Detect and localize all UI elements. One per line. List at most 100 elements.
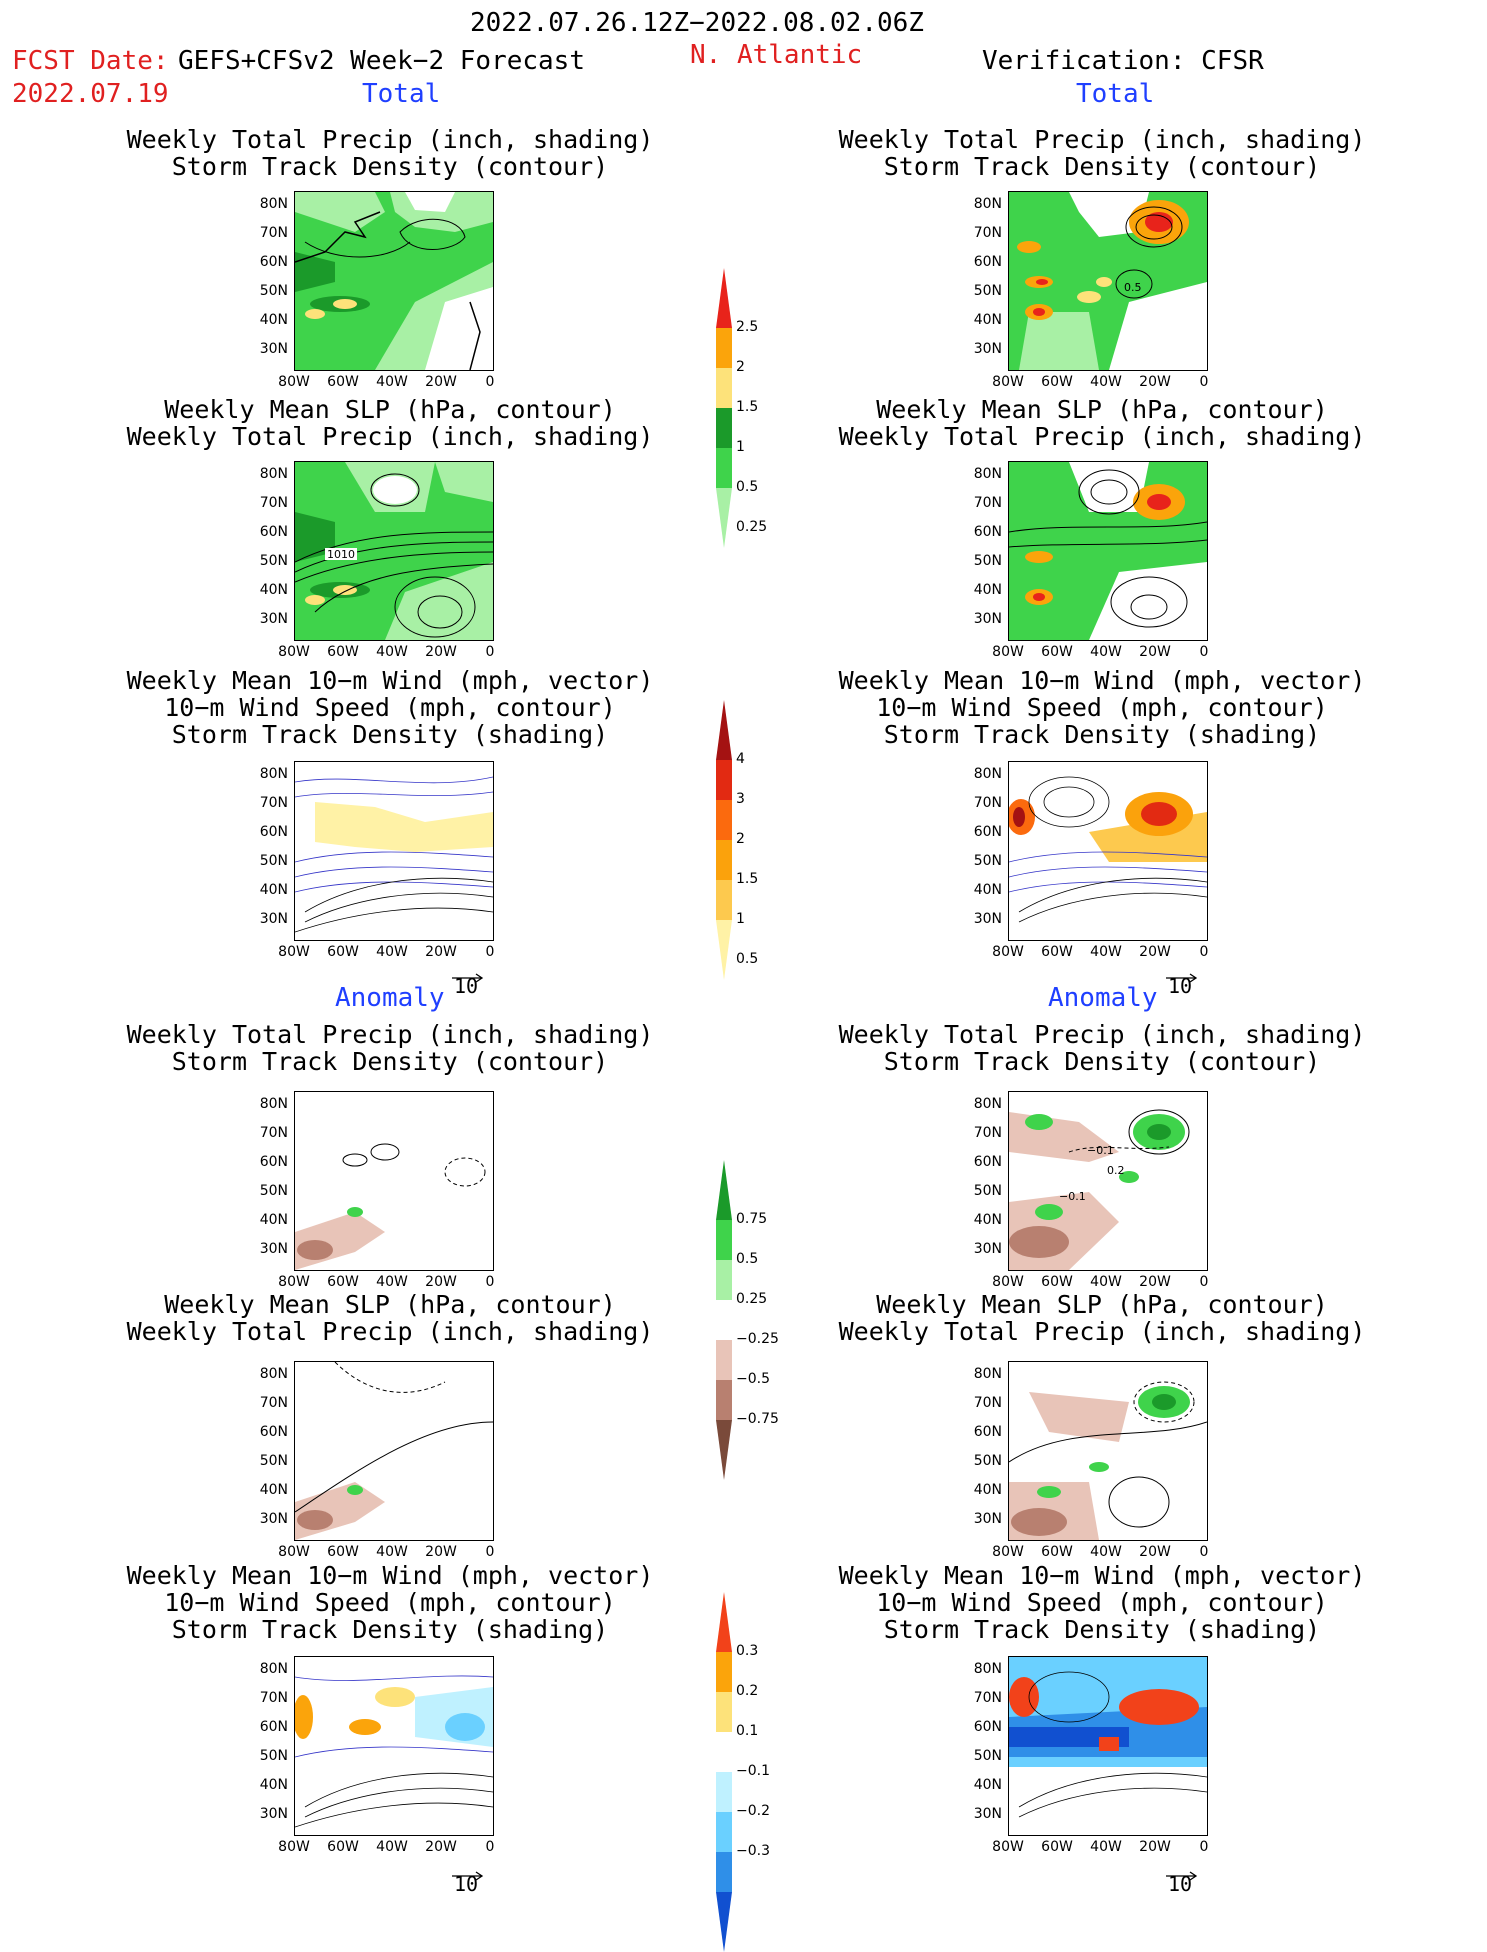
colorbar-label: 2.5 bbox=[736, 319, 759, 335]
x-tick-label: 0 bbox=[485, 644, 495, 660]
x-tick-label: 60W bbox=[1041, 1839, 1073, 1855]
colorbar-label: 1.5 bbox=[736, 871, 759, 887]
colorbar-label: −0.1 bbox=[736, 1763, 770, 1779]
x-tick-label: 80W bbox=[992, 944, 1024, 960]
map-verif-wind-track bbox=[1008, 761, 1208, 941]
colorbar-label: −0.75 bbox=[736, 1411, 779, 1427]
contour-label: 1010 bbox=[327, 548, 355, 561]
x-tick-label: 40W bbox=[1090, 374, 1122, 390]
colorbar-graphic bbox=[716, 1592, 732, 1952]
x-tick-label: 60W bbox=[1041, 374, 1073, 390]
x-tick-label: 20W bbox=[425, 374, 457, 390]
y-tick-label: 70N bbox=[259, 225, 288, 241]
x-tick-label: 80W bbox=[278, 1839, 310, 1855]
x-tick-label: 0 bbox=[485, 374, 495, 390]
colorbar-label: 1 bbox=[736, 439, 745, 455]
y-tick-label: 70N bbox=[973, 495, 1002, 511]
colorbar-swatch bbox=[716, 1772, 732, 1812]
x-tick-label: 60W bbox=[327, 374, 359, 390]
y-tick-label: 50N bbox=[973, 553, 1002, 569]
contour-label: 0.5 bbox=[1124, 281, 1142, 294]
colorbar-swatch bbox=[716, 1852, 732, 1892]
y-tick-label: 40N bbox=[973, 582, 1002, 598]
y-tick-label: 80N bbox=[973, 1661, 1002, 1677]
colorbar-swatch bbox=[716, 1692, 732, 1732]
y-tick-label: 30N bbox=[259, 911, 288, 927]
y-tick-label: 30N bbox=[259, 1806, 288, 1822]
y-tick-label: 50N bbox=[973, 1748, 1002, 1764]
x-tick-label: 0 bbox=[1199, 374, 1209, 390]
map-anom-verif-wind-track bbox=[1008, 1656, 1208, 1836]
y-tick-label: 50N bbox=[259, 853, 288, 869]
colorbar-swatch bbox=[716, 1812, 732, 1852]
y-tick-label: 60N bbox=[973, 524, 1002, 540]
x-tick-label: 40W bbox=[376, 1274, 408, 1290]
x-tick-label: 20W bbox=[1139, 644, 1171, 660]
title-r6: Weekly Mean 10−m Wind (mph, vector) 10−m … bbox=[838, 1561, 1366, 1644]
x-tick-label: 0 bbox=[1199, 644, 1209, 660]
colorbar-swatch bbox=[716, 1160, 732, 1220]
y-tick-label: 60N bbox=[973, 1154, 1002, 1170]
y-tick-label: 70N bbox=[259, 495, 288, 511]
x-tick-label: 0 bbox=[485, 1544, 495, 1560]
x-tick-label: 60W bbox=[327, 1274, 359, 1290]
y-tick-label: 80N bbox=[259, 1366, 288, 1382]
y-tick-label: 40N bbox=[973, 1777, 1002, 1793]
y-tick-label: 80N bbox=[259, 466, 288, 482]
colorbar-swatch bbox=[716, 1420, 732, 1480]
x-tick-label: 0 bbox=[1199, 944, 1209, 960]
y-tick-label: 40N bbox=[973, 1482, 1002, 1498]
x-tick-label: 40W bbox=[1090, 944, 1122, 960]
y-tick-label: 50N bbox=[259, 553, 288, 569]
colorbar-label: 3 bbox=[736, 791, 745, 807]
x-tick-label: 80W bbox=[278, 1544, 310, 1560]
y-tick-label: 50N bbox=[259, 1453, 288, 1469]
title-r4: Weekly Total Precip (inch, shading) Storm… bbox=[838, 1020, 1366, 1076]
y-tick-label: 40N bbox=[973, 1212, 1002, 1228]
y-tick-label: 40N bbox=[259, 582, 288, 598]
fcst-date: 2022.07.19 bbox=[12, 79, 169, 109]
y-tick-label: 80N bbox=[973, 766, 1002, 782]
colorbar-label: 0.25 bbox=[736, 519, 768, 535]
colorbar-swatch bbox=[716, 328, 732, 368]
x-tick-label: 40W bbox=[376, 644, 408, 660]
colorbar-swatch bbox=[716, 880, 732, 920]
map-anom-verif-slp-precip bbox=[1008, 1361, 1208, 1541]
y-tick-label: 80N bbox=[259, 766, 288, 782]
vector-ref-r2: 10 bbox=[1166, 1866, 1200, 1896]
region-label: N. Atlantic bbox=[690, 40, 863, 70]
x-tick-label: 80W bbox=[992, 1274, 1024, 1290]
section-total-left: Total bbox=[362, 79, 441, 109]
x-tick-label: 0 bbox=[485, 1274, 495, 1290]
colorbar-swatch bbox=[716, 408, 732, 448]
y-tick-label: 30N bbox=[259, 1511, 288, 1527]
x-tick-label: 0 bbox=[1199, 1274, 1209, 1290]
colorbar-label: 0.5 bbox=[736, 951, 759, 967]
colorbar-swatch bbox=[716, 840, 732, 880]
x-tick-label: 80W bbox=[992, 1544, 1024, 1560]
y-tick-label: 70N bbox=[259, 795, 288, 811]
y-tick-label: 30N bbox=[973, 1806, 1002, 1822]
y-tick-label: 50N bbox=[259, 283, 288, 299]
colorbar-label: 2 bbox=[736, 831, 745, 847]
colorbar-swatch bbox=[716, 1652, 732, 1692]
colorbar-swatch bbox=[716, 448, 732, 488]
colorbar-swatch bbox=[716, 488, 732, 548]
x-tick-label: 80W bbox=[278, 644, 310, 660]
map-anom-fcst-slp-precip bbox=[294, 1361, 494, 1541]
y-tick-label: 40N bbox=[973, 882, 1002, 898]
y-tick-label: 40N bbox=[259, 1482, 288, 1498]
y-tick-label: 30N bbox=[259, 1241, 288, 1257]
colorbar-label: 0.2 bbox=[736, 1683, 759, 1699]
x-tick-label: 60W bbox=[1041, 1274, 1073, 1290]
colorbar-swatch bbox=[716, 1732, 732, 1772]
colorbar-graphic bbox=[716, 268, 732, 548]
y-tick-label: 30N bbox=[973, 1511, 1002, 1527]
colorbar-label: 2 bbox=[736, 359, 745, 375]
y-tick-label: 80N bbox=[973, 1366, 1002, 1382]
y-tick-label: 60N bbox=[973, 824, 1002, 840]
section-total-right: Total bbox=[1076, 79, 1155, 109]
y-tick-label: 30N bbox=[973, 911, 1002, 927]
colorbar-label: 1.5 bbox=[736, 399, 759, 415]
colorbar-label: 0.5 bbox=[736, 479, 759, 495]
